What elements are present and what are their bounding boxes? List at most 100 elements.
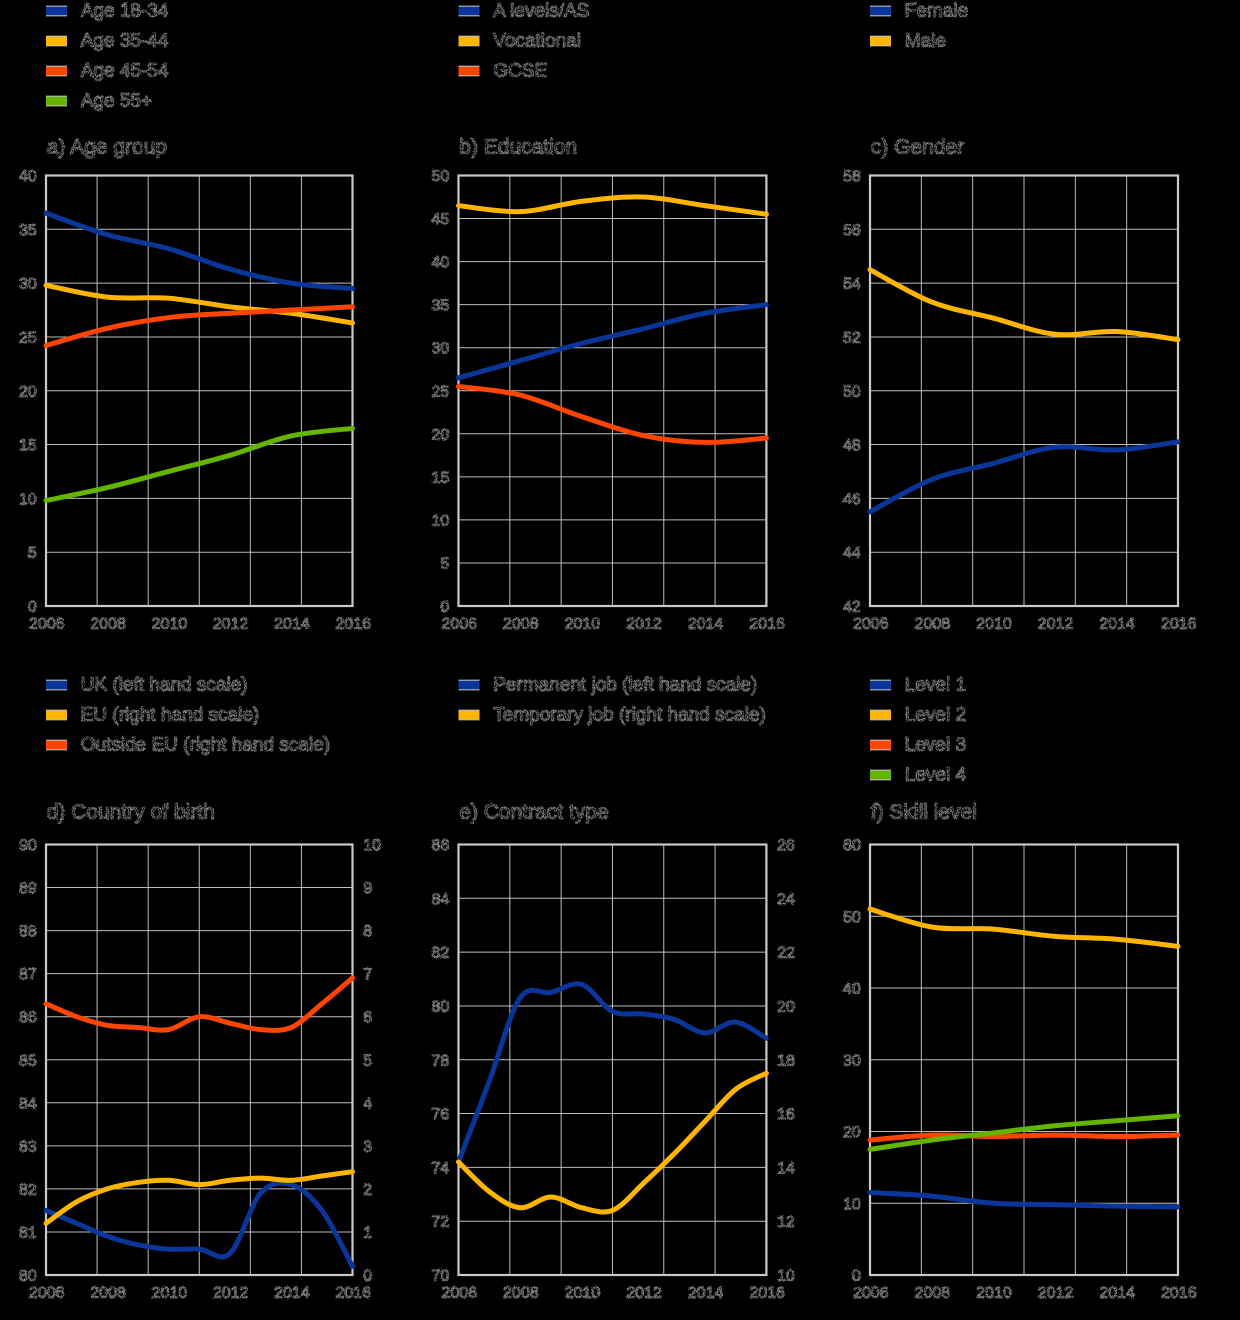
svg-text:2016: 2016	[749, 615, 785, 632]
svg-text:70: 70	[431, 1267, 449, 1284]
svg-text:2016: 2016	[335, 615, 371, 632]
svg-text:2016: 2016	[1160, 1284, 1196, 1301]
svg-text:18: 18	[776, 1052, 794, 1069]
svg-text:26: 26	[776, 837, 794, 854]
svg-text:50: 50	[842, 908, 860, 925]
svg-text:2006: 2006	[441, 615, 477, 632]
svg-text:2016: 2016	[749, 1284, 785, 1301]
svg-text:2010: 2010	[975, 1284, 1011, 1301]
svg-text:2006: 2006	[852, 1284, 888, 1301]
svg-text:40: 40	[842, 980, 860, 997]
svg-text:82: 82	[431, 944, 449, 961]
svg-text:2006: 2006	[852, 615, 888, 632]
svg-text:86: 86	[18, 1009, 36, 1026]
svg-text:Outside EU (right hand scale): Outside EU (right hand scale)	[80, 734, 329, 755]
svg-text:Level 2: Level 2	[904, 704, 965, 725]
svg-text:Age 18-34: Age 18-34	[80, 0, 168, 21]
svg-text:84: 84	[431, 890, 449, 907]
svg-text:2012: 2012	[625, 615, 661, 632]
svg-text:b) Education: b) Education	[459, 135, 577, 158]
svg-text:2014: 2014	[687, 1284, 723, 1301]
svg-text:0: 0	[440, 598, 449, 615]
svg-text:12: 12	[776, 1213, 794, 1230]
svg-text:84: 84	[18, 1095, 36, 1112]
svg-text:Age 55+: Age 55+	[80, 90, 151, 111]
svg-text:2016: 2016	[1160, 615, 1196, 632]
svg-text:7: 7	[363, 966, 372, 983]
svg-text:Vocational: Vocational	[493, 30, 581, 51]
svg-text:2006: 2006	[441, 1284, 477, 1301]
svg-text:8: 8	[363, 923, 372, 940]
svg-text:40: 40	[431, 254, 449, 271]
svg-text:48: 48	[842, 437, 860, 454]
svg-text:Level 4: Level 4	[904, 764, 966, 785]
svg-text:5: 5	[440, 555, 449, 572]
svg-text:30: 30	[842, 1052, 860, 1069]
svg-text:EU (right hand scale): EU (right hand scale)	[80, 704, 258, 725]
svg-text:20: 20	[776, 998, 794, 1015]
svg-text:14: 14	[776, 1159, 794, 1176]
svg-text:15: 15	[431, 469, 449, 486]
svg-text:83: 83	[18, 1138, 36, 1155]
svg-text:5: 5	[27, 544, 36, 561]
svg-text:2012: 2012	[212, 1284, 248, 1301]
svg-text:76: 76	[431, 1106, 449, 1123]
svg-text:3: 3	[363, 1138, 372, 1155]
svg-text:2012: 2012	[1037, 1284, 1073, 1301]
svg-text:20: 20	[431, 426, 449, 443]
svg-text:Level 3: Level 3	[904, 734, 965, 755]
svg-text:Female: Female	[904, 0, 967, 21]
svg-text:0: 0	[27, 598, 36, 615]
svg-text:56: 56	[842, 221, 860, 238]
svg-text:30: 30	[18, 275, 36, 292]
svg-text:Male: Male	[904, 30, 945, 51]
svg-text:30: 30	[431, 340, 449, 357]
svg-text:35: 35	[18, 221, 36, 238]
svg-text:2010: 2010	[975, 615, 1011, 632]
svg-text:89: 89	[18, 880, 36, 897]
svg-text:Level 1: Level 1	[904, 674, 965, 695]
svg-text:25: 25	[18, 329, 36, 346]
svg-text:GCSE: GCSE	[493, 60, 547, 81]
svg-text:2010: 2010	[564, 1284, 600, 1301]
svg-text:10: 10	[431, 512, 449, 529]
svg-text:15: 15	[18, 437, 36, 454]
svg-text:e) Contract type: e) Contract type	[459, 800, 608, 823]
svg-text:9: 9	[363, 880, 372, 897]
svg-text:UK (left hand scale): UK (left hand scale)	[80, 674, 247, 695]
svg-text:0: 0	[851, 1267, 860, 1284]
svg-text:20: 20	[842, 1124, 860, 1141]
svg-text:Permanent job (left hand scale: Permanent job (left hand scale)	[493, 674, 757, 695]
svg-text:45: 45	[431, 211, 449, 228]
svg-text:42: 42	[842, 598, 860, 615]
svg-text:10: 10	[363, 837, 381, 854]
svg-text:50: 50	[842, 383, 860, 400]
svg-text:35: 35	[431, 297, 449, 314]
svg-text:2010: 2010	[564, 615, 600, 632]
svg-text:88: 88	[18, 923, 36, 940]
svg-text:25: 25	[431, 383, 449, 400]
svg-text:4: 4	[363, 1095, 372, 1112]
svg-text:f) Skill level: f) Skill level	[870, 800, 976, 823]
svg-text:60: 60	[842, 837, 860, 854]
svg-text:6: 6	[363, 1009, 372, 1026]
svg-text:90: 90	[18, 837, 36, 854]
svg-text:2012: 2012	[625, 1284, 661, 1301]
svg-text:10: 10	[842, 1195, 860, 1212]
svg-text:86: 86	[431, 837, 449, 854]
svg-text:82: 82	[18, 1181, 36, 1198]
svg-text:80: 80	[18, 1267, 36, 1284]
svg-text:20: 20	[18, 383, 36, 400]
svg-text:52: 52	[842, 329, 860, 346]
svg-text:2010: 2010	[151, 1284, 187, 1301]
svg-text:54: 54	[842, 275, 860, 292]
svg-text:2008: 2008	[914, 615, 950, 632]
svg-text:2008: 2008	[90, 615, 126, 632]
svg-text:2006: 2006	[28, 615, 64, 632]
svg-text:10: 10	[18, 490, 36, 507]
svg-text:16: 16	[776, 1106, 794, 1123]
svg-text:24: 24	[776, 890, 794, 907]
svg-text:50: 50	[431, 168, 449, 185]
svg-text:2008: 2008	[502, 615, 538, 632]
svg-text:2012: 2012	[212, 615, 248, 632]
